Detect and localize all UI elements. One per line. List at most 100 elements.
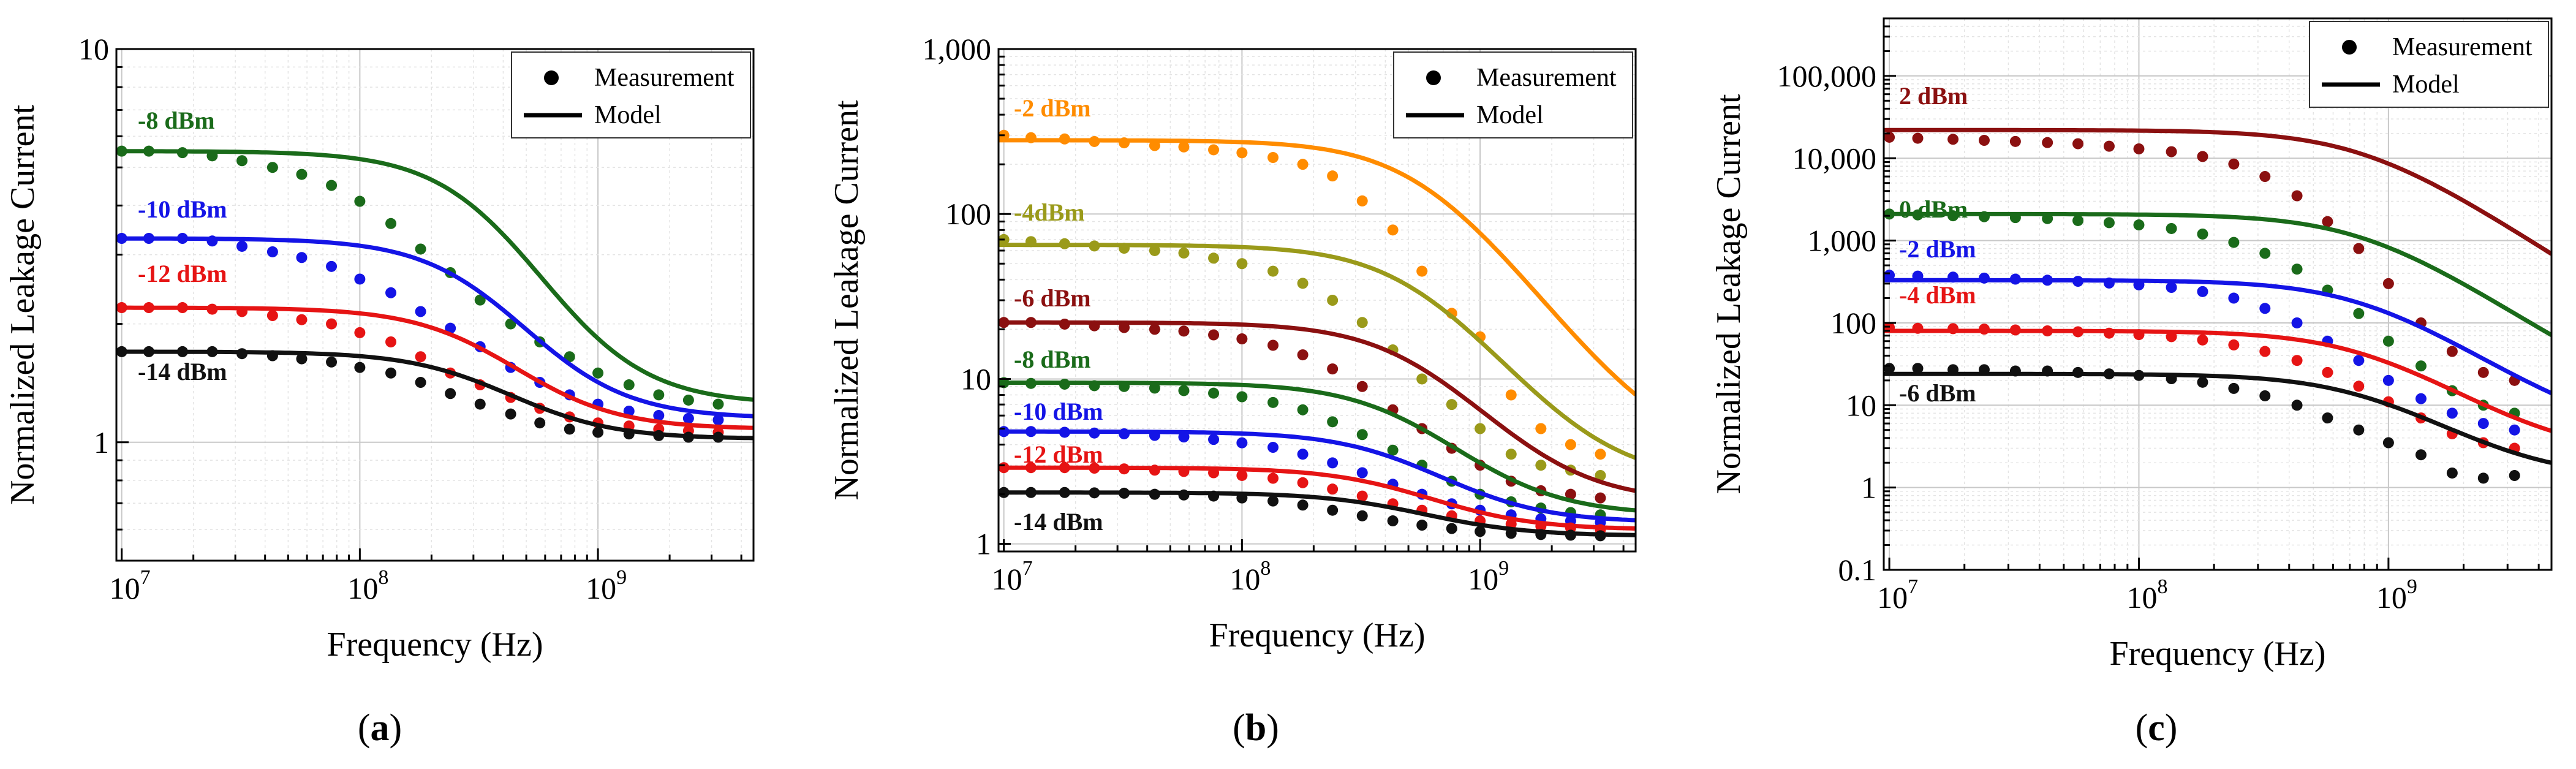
x-axis-label: Frequency (Hz): [1209, 616, 1426, 654]
measurement-point: [1178, 385, 1190, 396]
measurement-point: [1978, 324, 1990, 335]
measurement-point: [1025, 426, 1037, 438]
measurement-point: [1884, 270, 1895, 281]
measurement-point: [1208, 252, 1220, 264]
measurement-point: [1535, 460, 1547, 471]
measurement-point: [1912, 270, 1924, 282]
series-label: -6 dBm: [1014, 284, 1091, 312]
measurement-point: [1089, 487, 1100, 499]
measurement-point: [2322, 366, 2333, 378]
measurement-point: [2259, 303, 2271, 314]
series-label: -2 dBm: [1899, 235, 1976, 263]
series-group: [999, 129, 1636, 542]
measurement-point: [2291, 317, 2303, 328]
y-tick-label: 100: [945, 197, 991, 231]
x-tick-label: 107: [992, 557, 1033, 596]
measurement-point: [266, 309, 278, 321]
x-tick-exponent: 9: [616, 566, 627, 589]
measurement-point: [1236, 147, 1248, 159]
measurement-point: [1089, 380, 1100, 392]
measurement-point: [2197, 228, 2208, 240]
measurement-point: [1208, 329, 1220, 341]
measurement-point: [682, 412, 694, 424]
measurement-point: [999, 426, 1010, 438]
measurement-point: [1356, 510, 1368, 521]
measurement-point: [1267, 339, 1279, 351]
model-line--8dbm: [999, 381, 1636, 513]
y-tick-label: 100,000: [1777, 59, 1877, 93]
measurement-point: [176, 346, 188, 357]
measurement-point: [326, 180, 338, 191]
x-axis-label: Frequency (Hz): [327, 626, 543, 664]
measurement-point: [592, 367, 604, 379]
measurement-point: [1912, 363, 1924, 374]
measurement-point: [1025, 132, 1037, 143]
measurement-point: [1884, 131, 1895, 143]
measurement-point: [206, 235, 218, 247]
measurement-point: [176, 233, 188, 244]
measurement-point: [354, 327, 366, 338]
series-label: -6 dBm: [1899, 379, 1976, 407]
series-label: -8 dBm: [1014, 346, 1091, 373]
measurement-point: [1947, 323, 1959, 335]
panel-label-open: (: [358, 707, 371, 749]
measurement-point: [1208, 434, 1220, 445]
measurement-point: [2042, 365, 2053, 377]
measurement-point: [2197, 376, 2208, 388]
measurement-point: [1089, 135, 1100, 147]
measurement-point: [682, 394, 694, 406]
measurement-point: [2509, 424, 2520, 436]
y-tick-label: 100: [1830, 306, 1876, 340]
measurement-point: [1356, 317, 1368, 328]
measurement-point: [2103, 327, 2115, 339]
measurement-point: [1565, 529, 1576, 541]
measurement-point: [415, 243, 426, 255]
measurement-point: [2166, 281, 2177, 293]
measurement-point: [1236, 391, 1248, 403]
measurement-point: [2103, 368, 2115, 380]
series-label: -10 dBm: [1014, 398, 1103, 425]
measurement-point: [1912, 322, 1924, 334]
measurement-point: [1535, 529, 1547, 540]
measurement-point: [266, 162, 278, 173]
measurement-point: [176, 147, 188, 159]
measurement-point: [206, 303, 218, 315]
panel-label-letter: c: [2148, 707, 2165, 749]
measurement-point: [1535, 423, 1547, 434]
measurement-point: [1356, 195, 1368, 206]
measurement-point: [2446, 467, 2458, 479]
measurement-point: [2042, 137, 2053, 148]
legend-box: [2309, 21, 2549, 108]
measurement-point: [1178, 466, 1190, 477]
measurement-point: [116, 233, 127, 244]
measurement-point: [564, 423, 575, 435]
measurement-point: [1356, 490, 1368, 502]
measurement-point: [415, 377, 426, 388]
legend: Measurement Model: [2309, 21, 2549, 108]
measurement-point: [2228, 339, 2240, 350]
measurement-point: [2197, 151, 2208, 162]
measurement-point: [2259, 171, 2271, 183]
series-group: [1884, 127, 2551, 484]
measurement-point: [1119, 463, 1130, 475]
measurement-point: [1595, 449, 1606, 460]
measurement-point: [116, 145, 127, 157]
measurement-point: [1178, 431, 1190, 443]
measurement-point: [2477, 366, 2489, 378]
measurement-point: [2291, 355, 2303, 366]
measurement-point: [2291, 263, 2303, 275]
measurement-point: [2353, 424, 2365, 436]
measurement-point: [2042, 275, 2053, 286]
measurement-point: [1178, 141, 1190, 153]
series-label: -4dBm: [1014, 199, 1085, 226]
measurement-point: [2072, 138, 2084, 150]
measurement-point: [2009, 273, 2021, 285]
measurement-point: [1267, 495, 1279, 507]
model-line--12dbm: [116, 305, 754, 430]
model-line--2dbm: [999, 138, 1636, 396]
measurement-point: [1089, 240, 1100, 252]
measurement-point: [1236, 258, 1248, 270]
x-tick-exponent: 8: [1260, 557, 1271, 580]
y-tick-label: 1: [94, 425, 109, 460]
